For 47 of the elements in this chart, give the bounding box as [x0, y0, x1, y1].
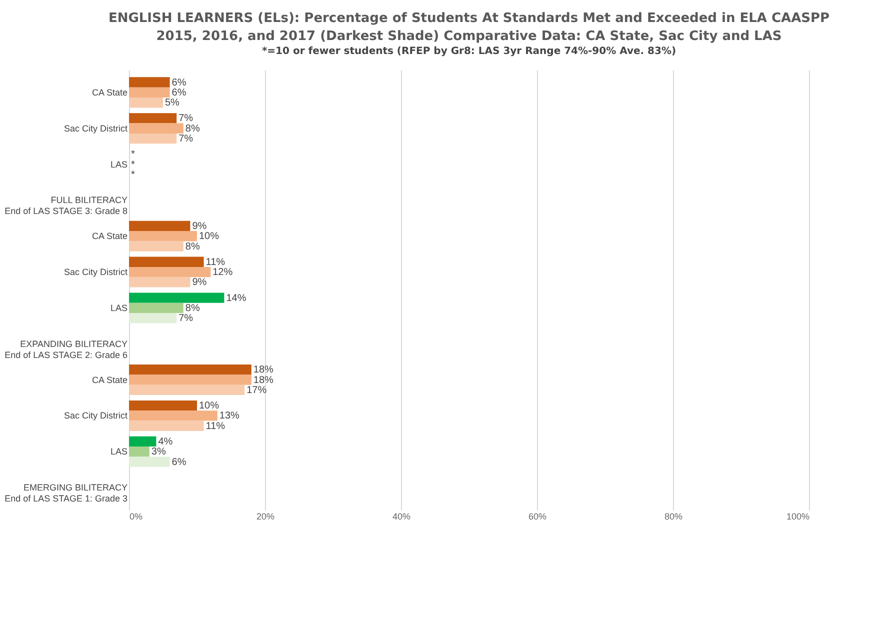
y-tick-label: Sac City District — [64, 410, 128, 421]
data-label: 7% — [178, 313, 194, 324]
y-tick-label: Sac City District — [64, 123, 128, 134]
data-label: 7% — [178, 113, 194, 124]
data-label: 9% — [192, 277, 207, 288]
y-tick-label: EXPANDING BILITERACY End of LAS STAGE 2: Grade 6 — [4, 338, 128, 360]
data-label: 7% — [178, 134, 194, 145]
data-label: 14% — [226, 292, 246, 304]
data-label: 13% — [219, 410, 240, 422]
text: * — [131, 159, 135, 170]
data-label: 11% — [206, 256, 226, 268]
data-label: 6% — [172, 87, 186, 98]
data-label: 17% — [246, 384, 267, 396]
chart-subtitle: *=10 or fewer students (RFEP by Gr8: LAS 3yr Range 74%-90% Ave. 83%) — [262, 46, 676, 57]
data-label: 4% — [158, 436, 173, 448]
data-label: 9% — [192, 220, 207, 232]
y-tick-label: CA State — [92, 87, 128, 98]
y-tick-label: EMERGING BILITERACY End of LAS STAGE 1: Grade 3 — [4, 482, 128, 504]
data-label: 8% — [185, 241, 200, 252]
text: * — [131, 149, 135, 160]
x-tick-label: 0% — [130, 512, 143, 522]
data-label: 18% — [253, 374, 274, 386]
data-label: 11% — [206, 420, 226, 432]
x-tick-label: 80% — [664, 512, 683, 522]
text: * — [131, 169, 135, 180]
data-label: 10% — [199, 400, 220, 412]
x-tick-label: 20% — [256, 512, 275, 522]
y-tick-label: LAS — [110, 446, 128, 457]
data-label: 6% — [172, 77, 186, 88]
y-tick-label: FULL BILITERACY End of LAS STAGE 3: Grade 8 — [4, 195, 128, 216]
y-tick-label: LAS — [110, 159, 128, 170]
data-label: 5% — [165, 98, 180, 109]
data-label: 6% — [172, 456, 186, 468]
y-tick-label: CA State — [92, 374, 128, 385]
data-label: 3% — [151, 446, 166, 458]
y-tick-label: Sac City District — [64, 267, 128, 278]
data-label: 8% — [185, 123, 200, 134]
x-tick-label: 60% — [528, 512, 547, 522]
data-label: 12% — [212, 267, 233, 278]
chart-title: ENGLISH LEARNERS (ELs): Percentage of Students At Standards Met and Exceeded in ELA CAASPP 2015, 2016, and 2017 (Darkest Shade) Comparative Data: CA State, Sac City and LAS — [108, 11, 830, 44]
x-tick-label: 100% — [786, 512, 810, 522]
y-tick-label: CA State — [92, 231, 128, 242]
x-tick-label: 40% — [392, 512, 411, 522]
data-label: 8% — [185, 302, 200, 314]
data-label: 10% — [199, 231, 220, 242]
y-tick-label: LAS — [110, 302, 128, 313]
data-label: 18% — [253, 364, 274, 376]
